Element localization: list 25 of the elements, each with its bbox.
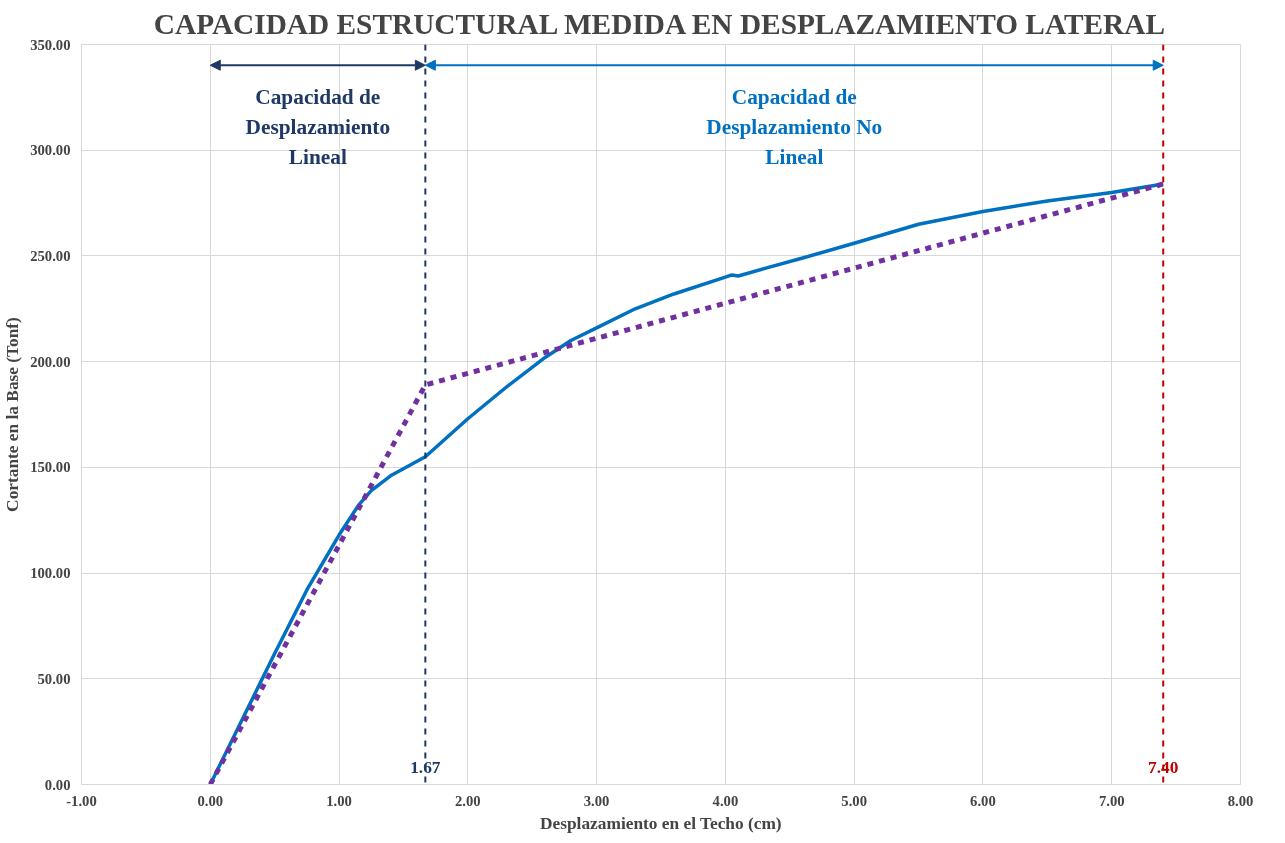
x-tick-label: -1.00 <box>66 792 97 809</box>
y-tick-label: 100.00 <box>30 565 71 582</box>
chart-title: CAPACIDAD ESTRUCTURAL MEDIDA EN DESPLAZAMIENTO LATERAL <box>153 7 1165 40</box>
y-tick-label: 0.00 <box>44 776 71 793</box>
y-tick-label: 300.00 <box>30 142 71 159</box>
y-tick-label: 50.00 <box>37 670 71 687</box>
y-axis-title: Cortante en la Base (Tonf) <box>3 316 23 512</box>
y-tick-label: 150.00 <box>30 459 71 476</box>
x-tick-label: 1.00 <box>326 792 352 809</box>
x-tick-label: 4.00 <box>712 792 739 809</box>
x-tick-label: 8.00 <box>1227 792 1254 809</box>
y-tick-label: 350.00 <box>30 36 71 53</box>
x-axis-title: Desplazamiento en el Techo (cm) <box>540 813 782 833</box>
x-tick-label: 5.00 <box>841 792 867 809</box>
x-tick-label: 3.00 <box>583 792 610 809</box>
x-tick-label: 7.00 <box>1098 792 1125 809</box>
x-tick-label: 0.00 <box>197 792 224 809</box>
y-tick-label: 250.00 <box>30 247 71 264</box>
x-tick-label: 2.00 <box>455 792 481 809</box>
annotation: Capacidad de Desplazamiento No Lineal <box>706 85 883 170</box>
y-tick-label: 200.00 <box>30 353 71 370</box>
ref-line-label: 7.40 <box>1148 757 1179 777</box>
annotation: Capacidad de Desplazamiento Lineal <box>245 85 391 170</box>
x-tick-label: 6.00 <box>970 792 996 809</box>
ref-line-label: 1.67 <box>410 757 441 777</box>
